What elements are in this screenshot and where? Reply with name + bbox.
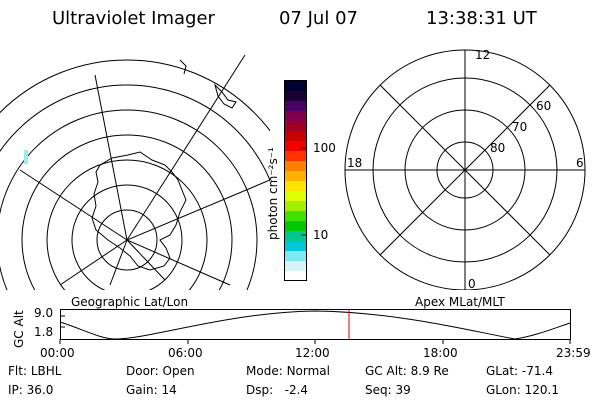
colorbar-swatch <box>285 231 306 242</box>
mlat-label-60: 60 <box>536 99 552 113</box>
time-label: 13:38:31 UT <box>426 8 537 29</box>
colorbar-swatch <box>285 151 306 162</box>
colorbar-swatch <box>285 111 306 122</box>
geographic-map <box>0 54 270 290</box>
colorbar-swatch <box>285 271 306 282</box>
apex-map-label: Apex MLat/MLT <box>415 295 505 309</box>
colorbar-swatch <box>285 201 306 212</box>
info-ip: IP: 36.0 <box>8 383 54 397</box>
colorbar-swatch <box>285 91 306 102</box>
colorbar-tick-100: 100 <box>313 141 336 155</box>
colorbar-swatch <box>285 181 306 192</box>
info-glat: GLat: -71.4 <box>486 364 553 378</box>
timeline-ylabel: GC Alt <box>12 310 26 348</box>
altitude-timeline <box>59 309 571 344</box>
colorbar-swatch <box>285 211 306 222</box>
colorbar-swatch <box>285 171 306 182</box>
info-dsp: Dsp: -2.4 <box>246 383 309 397</box>
instrument-title: Ultraviolet Imager <box>52 8 215 29</box>
info-seq: Seq: 39 <box>365 383 411 397</box>
info-glon: GLon: 120.1 <box>486 383 559 397</box>
mlat-label-70: 70 <box>512 120 528 134</box>
timeline-xtick: 18:00 <box>423 346 458 360</box>
info-gc-alt: GC Alt: 8.9 Re <box>365 364 449 378</box>
timeline-ytick-low: 1.8 <box>34 325 54 339</box>
colorbar-swatch <box>285 251 306 262</box>
info-mode: Mode: Normal <box>246 364 330 378</box>
date-label: 07 Jul 07 <box>279 8 358 29</box>
colorbar-swatch <box>285 241 306 252</box>
polar-mlt-map <box>344 49 586 290</box>
colorbar-tick-10: 10 <box>313 228 329 242</box>
colorbar-swatch <box>285 81 306 92</box>
colorbar-swatch <box>285 141 306 152</box>
mlat-label-80: 80 <box>490 141 506 155</box>
mlt-label-0: 0 <box>468 277 476 291</box>
info-door: Door: Open <box>126 364 195 378</box>
info-filter: Flt: LBHL <box>8 364 62 378</box>
colorbar-unit-label: photon cm⁻²s⁻¹ <box>266 147 280 240</box>
colorbar-swatch <box>285 191 306 202</box>
color-scale-bar <box>284 80 307 282</box>
mlt-label-6: 6 <box>576 156 584 170</box>
colorbar-swatch <box>285 261 306 272</box>
colorbar-swatch <box>285 161 306 172</box>
colorbar-swatch <box>285 101 306 112</box>
timeline-ytick-high: 9.0 <box>34 306 54 320</box>
timeline-xtick: 12:00 <box>295 346 330 360</box>
timeline-xtick: 00:00 <box>40 346 75 360</box>
geographic-map-label: Geographic Lat/Lon <box>71 295 189 309</box>
colorbar-swatch <box>285 121 306 132</box>
mlt-label-12: 12 <box>475 48 491 62</box>
mlt-label-18: 18 <box>347 156 363 170</box>
colorbar-swatch <box>285 221 306 232</box>
colorbar-swatch <box>285 131 306 142</box>
timeline-xtick: 06:00 <box>168 346 203 360</box>
info-gain: Gain: 14 <box>126 383 177 397</box>
timeline-xtick: 23:59 <box>556 346 591 360</box>
